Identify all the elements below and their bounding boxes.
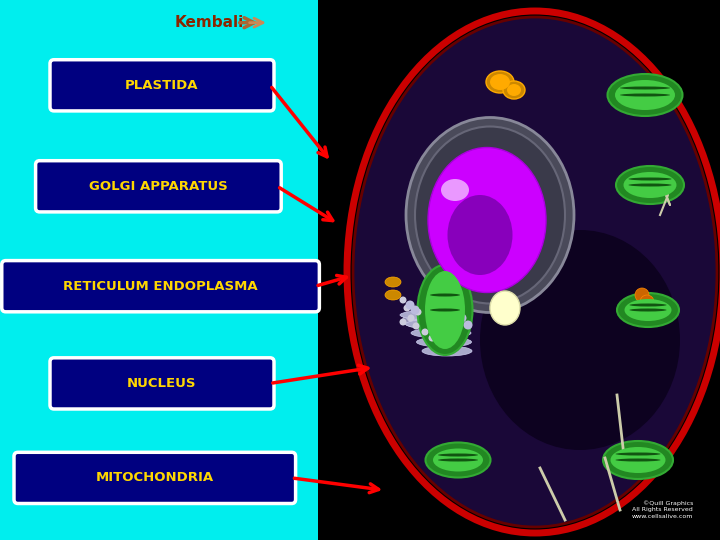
Ellipse shape	[430, 294, 460, 296]
Ellipse shape	[415, 126, 565, 303]
Ellipse shape	[403, 305, 410, 312]
Ellipse shape	[425, 271, 465, 349]
Ellipse shape	[603, 441, 673, 479]
Ellipse shape	[385, 277, 401, 287]
Ellipse shape	[608, 74, 683, 116]
Text: MITOCHONDRIA: MITOCHONDRIA	[96, 471, 214, 484]
Ellipse shape	[408, 314, 415, 321]
Ellipse shape	[405, 300, 415, 309]
Ellipse shape	[410, 306, 446, 322]
Ellipse shape	[629, 184, 672, 186]
Text: GOLGI APPARATUS: GOLGI APPARATUS	[89, 180, 228, 193]
Ellipse shape	[434, 327, 441, 334]
Ellipse shape	[415, 308, 421, 315]
Ellipse shape	[406, 118, 574, 313]
Text: NUCLEUS: NUCLEUS	[127, 377, 197, 390]
Bar	[318, 0, 720, 540]
Ellipse shape	[407, 309, 441, 325]
Ellipse shape	[385, 290, 401, 300]
Ellipse shape	[616, 458, 660, 462]
Ellipse shape	[448, 195, 513, 275]
Ellipse shape	[624, 299, 672, 321]
Ellipse shape	[411, 328, 471, 338]
Ellipse shape	[615, 80, 675, 110]
Ellipse shape	[428, 334, 436, 341]
FancyBboxPatch shape	[35, 161, 282, 212]
Ellipse shape	[620, 86, 670, 90]
Ellipse shape	[413, 322, 420, 329]
Ellipse shape	[418, 300, 454, 316]
Ellipse shape	[433, 449, 483, 471]
Text: Kembali: Kembali	[174, 15, 243, 30]
Ellipse shape	[441, 179, 469, 201]
Text: ©Quill Graphics
All Rights Reserved
www.cellsalive.com: ©Quill Graphics All Rights Reserved www.…	[631, 500, 693, 519]
Ellipse shape	[635, 288, 649, 302]
Ellipse shape	[486, 71, 514, 93]
Ellipse shape	[490, 291, 520, 325]
Ellipse shape	[346, 10, 720, 534]
Ellipse shape	[629, 308, 667, 312]
Ellipse shape	[629, 303, 667, 307]
FancyBboxPatch shape	[50, 358, 274, 409]
Ellipse shape	[438, 458, 478, 462]
Ellipse shape	[426, 442, 490, 477]
Ellipse shape	[438, 454, 478, 456]
Ellipse shape	[480, 230, 680, 450]
Ellipse shape	[507, 84, 521, 96]
Ellipse shape	[410, 306, 420, 314]
Ellipse shape	[620, 93, 670, 97]
Ellipse shape	[402, 312, 438, 328]
Ellipse shape	[457, 314, 467, 322]
Ellipse shape	[629, 178, 672, 180]
Ellipse shape	[430, 308, 460, 312]
Ellipse shape	[624, 172, 677, 198]
Ellipse shape	[611, 447, 665, 473]
Ellipse shape	[423, 297, 457, 313]
Ellipse shape	[617, 293, 679, 327]
Ellipse shape	[405, 319, 470, 329]
Text: PLASTIDA: PLASTIDA	[125, 79, 199, 92]
Ellipse shape	[640, 295, 654, 309]
Ellipse shape	[616, 166, 684, 204]
Ellipse shape	[616, 453, 660, 456]
Ellipse shape	[415, 303, 449, 319]
Text: RETICULUM ENDOPLASMA: RETICULUM ENDOPLASMA	[63, 280, 258, 293]
Ellipse shape	[503, 81, 525, 99]
Ellipse shape	[416, 337, 472, 347]
Ellipse shape	[422, 346, 472, 356]
FancyBboxPatch shape	[1, 261, 320, 312]
Ellipse shape	[400, 310, 470, 320]
Ellipse shape	[353, 17, 717, 527]
Ellipse shape	[400, 319, 407, 326]
FancyBboxPatch shape	[50, 60, 274, 111]
Ellipse shape	[464, 321, 472, 329]
FancyBboxPatch shape	[14, 453, 296, 503]
Ellipse shape	[490, 74, 510, 90]
Ellipse shape	[400, 296, 407, 303]
Ellipse shape	[421, 328, 428, 335]
Ellipse shape	[418, 265, 472, 355]
Ellipse shape	[428, 147, 546, 293]
